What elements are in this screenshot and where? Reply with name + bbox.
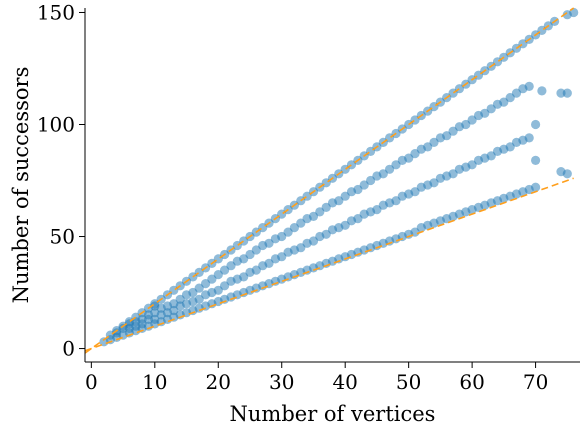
scatter-point [334,196,344,206]
scatter-point [315,207,325,217]
scatter-point [531,119,541,130]
scatter-point [289,223,299,233]
scatter-point [277,252,287,262]
scatter-point [499,97,509,107]
scatter-point [137,314,147,324]
scatter-point [429,137,439,147]
scatter-point [537,86,547,96]
upper-bound-line [84,7,575,354]
x-tick-label: 40 [332,370,357,394]
x-tick-label: 20 [206,370,231,394]
scatter-point [429,178,439,188]
scatter-point [359,180,369,190]
scatter-point [562,88,572,98]
scatter-point [207,274,217,284]
scatter-point [372,205,382,215]
scatter-point [531,155,541,165]
scatter-point [277,231,287,242]
scatter-point [524,133,534,143]
axes: 0 10 20 30 40 50 60 70 0 50 100 150 [37,0,580,394]
y-tick-label: 50 [50,225,75,249]
scatter-point [264,258,274,268]
scatter-point [531,182,541,192]
scatter-point [194,294,204,304]
scatter-point [251,265,261,275]
x-tick-label: 0 [85,370,98,394]
plot-area [84,7,579,354]
x-tick-label: 30 [269,370,294,394]
y-tick-label: 100 [37,113,75,137]
y-tick-label: 150 [37,0,75,24]
scatter-point [251,245,261,255]
scatter-point [169,305,179,316]
scatter-point [524,81,534,91]
scatter-point [467,160,477,170]
x-axis-label: Number of vertices [230,402,436,426]
scatter-point [264,238,274,248]
lower-bound-line [84,177,574,352]
scatter-point [194,283,204,293]
x-tick-label: 10 [142,370,167,394]
x-tick-label: 60 [459,370,484,394]
y-axis-label: Number of successors [9,67,33,304]
scatter-point [385,164,395,174]
y-tick-label: 0 [62,337,75,361]
scatter-point [220,265,230,275]
x-tick-label: 50 [396,370,421,394]
scatter-point [467,115,477,125]
scatter-point [480,108,490,118]
scatter-point [442,131,452,141]
scatter-point [562,169,572,179]
scatter-point [556,88,566,98]
scatter-point [511,88,522,98]
scatter-point [220,281,230,291]
x-tick-label: 70 [523,370,548,394]
